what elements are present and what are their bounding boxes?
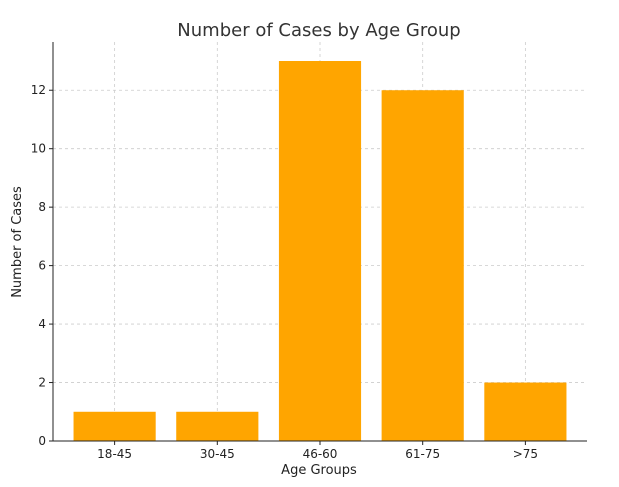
y-tick-label: 2 (38, 376, 46, 390)
x-axis-label: Age Groups (281, 463, 357, 478)
bars (73, 61, 567, 441)
bar (484, 382, 567, 441)
x-tick-label: 30-45 (200, 447, 235, 461)
y-tick-label: 4 (38, 317, 46, 331)
bar (176, 411, 259, 441)
y-tick-label: 6 (38, 259, 46, 273)
y-tick-label: 12 (31, 83, 46, 97)
bar (381, 90, 464, 441)
bar (73, 411, 156, 441)
x-tick-label: 46-60 (303, 447, 338, 461)
y-ticks: 0 2 4 6 8 10 12 (31, 83, 53, 448)
y-tick-label: 0 (38, 434, 46, 448)
bar (278, 61, 362, 441)
x-tick-label: 18-45 (97, 447, 132, 461)
y-axis-label: Number of Cases (10, 186, 25, 298)
x-tick-label: >75 (513, 447, 538, 461)
y-tick-label: 8 (38, 200, 46, 214)
chart-title: Number of Cases by Age Group (177, 20, 460, 41)
x-ticks: 18-45 30-45 46-60 61-75 >75 (97, 441, 538, 461)
x-tick-label: 61-75 (405, 447, 440, 461)
y-tick-label: 10 (31, 142, 46, 156)
